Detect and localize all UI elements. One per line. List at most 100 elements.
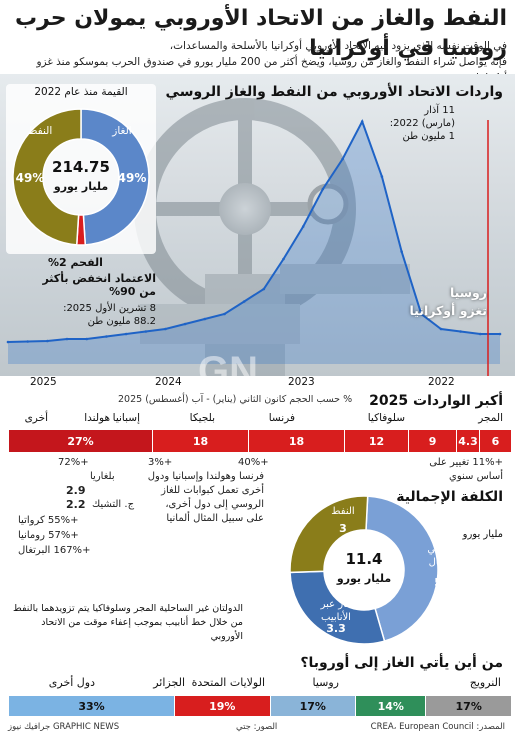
top-imports-segment-3: 12: [344, 430, 409, 452]
gas-label-russia: روسيا: [312, 676, 339, 689]
country-label-spain: إسبانيا: [112, 412, 140, 424]
dependency-headline: الاعتماد انخفض بأكثر: [42, 272, 156, 285]
czech-value: 2.2: [66, 498, 86, 511]
yoy-change-11: +11%: [472, 457, 503, 468]
country-label-slovakia: سلوفاكيا: [367, 412, 405, 424]
footer-brand: GRAPHIC NEWS جرافيك نيوز: [8, 722, 120, 732]
imports-point-15: [203, 317, 207, 321]
cost-donut-unit: مليار يورو: [336, 572, 391, 585]
bulgaria-value: 2.9: [66, 484, 86, 497]
imports-point-13: [242, 300, 246, 303]
top-imports-note: % حسب الحجم كانون الثاني (يناير) - آب (أ…: [118, 394, 353, 405]
x-tick-2025: 2025: [30, 376, 57, 388]
imports-point-11: [282, 257, 285, 261]
imports-point-19: [124, 332, 128, 336]
romania-row: +57% رومانيا: [18, 529, 79, 543]
value-donut-slice-0: [80, 108, 150, 246]
cost-oil-value: 3: [339, 522, 347, 535]
imports-point-8: [341, 157, 344, 161]
imports-chart-title: واردات الاتحاد الأوروبي من النفط والغاز …: [165, 84, 503, 100]
imports-point-0: [498, 332, 502, 336]
top-imports-segment-4: 9: [408, 430, 457, 452]
croatia-change: +55%: [47, 515, 79, 526]
cost-donut-slice-0: [365, 495, 439, 643]
imports-area-series: [6, 119, 502, 364]
page-title: النفط والغاز من الاتحاد الأوروبي يمولان …: [14, 6, 507, 61]
imports-point-6: [380, 175, 384, 178]
imports-point-23: [46, 339, 49, 343]
yoy-change-72: +72%: [58, 457, 89, 468]
total-cost-unit: مليار يورو: [462, 529, 503, 540]
x-tick-2023: 2023: [288, 376, 315, 388]
peak-annotation: 11 آذار (مارس) 2022: 1 مليون طن: [335, 104, 455, 143]
value-donut-oil-pct: 49%: [16, 171, 45, 185]
imports-line: [7, 119, 500, 343]
imports-x-axis: 2022 2023 2024 2025: [0, 376, 515, 392]
gateway-note: فرنسا وهولندا وإسبانيا ودول أخرى تعمل كب…: [147, 471, 264, 524]
top-imports-country-labels: المجر سلوفاكيا فرنسا بلجيكا إسبانيا هولن…: [0, 412, 515, 428]
footer-source: المصدر: CREA، European Council: [370, 722, 505, 732]
imports-point-4: [420, 312, 423, 316]
x-tick-2024: 2024: [155, 376, 182, 388]
peak-value: 1 مليون طن: [402, 131, 456, 142]
value-donut-coal-label: الفحم 2%: [48, 256, 103, 269]
imports-area-fill: [8, 121, 500, 364]
cost-lng-label: الغاز الطبيعي المسال: [427, 531, 461, 568]
top-imports-segment-0: 27%: [8, 430, 153, 452]
imports-point-21: [85, 337, 88, 341]
country-label-other: أخرى: [24, 412, 48, 424]
gas-sources-segment-2: 17%: [269, 696, 356, 716]
cost-donut-slice-2: [289, 495, 369, 574]
value-donut-caption: القيمة منذ عام 2022: [34, 86, 128, 98]
cost-donut-svg: 11.4 مليار يورو: [289, 495, 439, 645]
gas-label-other: دول أخرى: [48, 676, 95, 689]
imports-point-25: [6, 340, 10, 344]
top-imports-segment-5: 4.3: [456, 430, 479, 452]
cost-oil-label: النفط: [331, 506, 355, 517]
invasion-label-line1: روسيا: [449, 285, 487, 300]
imports-point-2: [459, 330, 462, 333]
gas-sources-segment-0: 33%: [8, 696, 174, 716]
portugal-label: البرتغال: [18, 545, 51, 556]
value-donut-panel: القيمة منذ عام 2022 214.75 مليار يورو ال…: [6, 84, 156, 254]
cost-donut-total: 11.4: [345, 550, 382, 568]
croatia-label: كرواتيا: [18, 515, 45, 526]
top-imports-segment-1: 18: [152, 430, 249, 452]
peak-date: 11 آذار: [424, 105, 455, 116]
invasion-label: روسيا تغزو أوكرانيا: [409, 284, 487, 320]
x-tick-2022: 2022: [428, 376, 455, 388]
watermark-logo: GN: [198, 349, 258, 376]
country-label-netherlands: هولندا: [84, 412, 110, 424]
gas-sources-segment-3: 14%: [355, 696, 426, 716]
country-label-france: فرنسا: [268, 412, 295, 424]
bulgaria-czech-block: بلغاريا: [90, 470, 115, 484]
romania-label: رومانيا: [18, 530, 45, 541]
imports-point-17: [164, 327, 167, 331]
peak-date-line2: (مارس) 2022:: [389, 118, 455, 129]
value-donut-gas-pct: 49%: [118, 171, 147, 185]
yoy-change-3: +3%: [148, 457, 173, 468]
gas-sources-segment-1: 19%: [173, 696, 270, 716]
romania-change: +57%: [48, 530, 79, 541]
gas-label-algeria: الجزائر: [153, 676, 185, 689]
yoy-change-caption: +11% تغيير على أساس سنوي: [429, 456, 503, 484]
dependency-annotation: الاعتماد انخفض بأكثر من 90%: [6, 272, 156, 298]
landlocked-note: الدولتان غير الساحلية المجر وسلوفاكيا يت…: [12, 603, 243, 642]
total-cost-title: الكلفة الإجمالية: [396, 489, 503, 505]
footer-photo: الصور: جتي: [236, 722, 278, 732]
imports-point-5: [400, 250, 403, 253]
imports-point-22: [65, 337, 69, 341]
imports-point-18: [144, 330, 148, 333]
value-donut-unit: مليار يورو: [53, 180, 108, 193]
cost-donut-slice-1: [289, 570, 386, 645]
latest-value: 88.2 مليون طن: [87, 316, 156, 327]
imports-point-24: [26, 340, 30, 343]
gas-sources-segment-4: 17%: [425, 696, 511, 716]
imports-point-3: [439, 327, 443, 331]
cost-pipeline-value: 3.3: [326, 622, 346, 635]
portugal-row: +167% البرتغال: [18, 544, 90, 558]
top-imports-segment-6: 6: [478, 430, 511, 452]
top-imports-bar: 27% 18 18 12 9 4.3 6: [8, 430, 511, 452]
imports-point-16: [183, 322, 187, 326]
gas-label-norway: النرويج: [469, 676, 501, 689]
